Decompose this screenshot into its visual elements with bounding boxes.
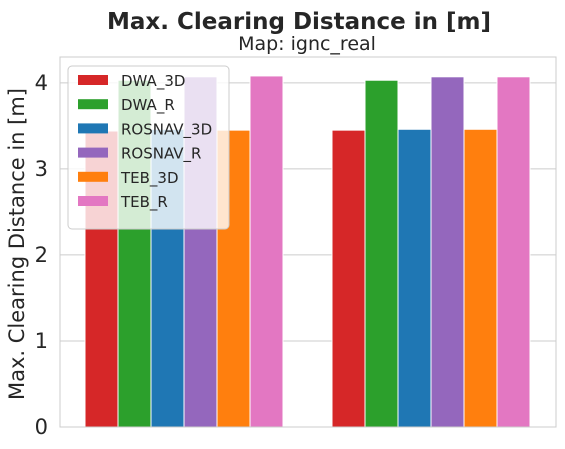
legend-swatch-dwa-3d	[78, 75, 108, 85]
plot-frame	[59, 56, 557, 428]
legend-swatch-rosnav-r	[78, 147, 108, 158]
legend-box	[67, 65, 230, 230]
y-tick-label-1: 1	[35, 329, 48, 353]
y-tick-labels: 0 1 2 3 4	[35, 71, 48, 439]
y-tick-label-3: 3	[35, 157, 48, 181]
legend-label-dwa-3d: DWA_3D	[121, 72, 185, 91]
bar-teb-3d-group-2	[463, 128, 498, 428]
y-tick-label-4: 4	[35, 71, 48, 95]
chart-title: Max. Clearing Distance in [m]	[107, 9, 491, 35]
bar-teb-r-group-2	[496, 76, 531, 428]
bar-rosnav-r-group-2	[430, 76, 465, 428]
bar-dwa-3d-group-2	[331, 129, 366, 428]
y-axis-label: Max. Clearing Distance in [m]	[5, 88, 29, 400]
legend-label-rosnav-3d: ROSNAV_3D	[121, 120, 212, 139]
legend-swatch-rosnav-3d	[78, 123, 108, 134]
bar-dwa-r-group-2	[364, 79, 399, 428]
bar-teb-3d-group-1	[216, 129, 251, 428]
y-tick-label-2: 2	[35, 243, 48, 267]
legend-swatch-dwa-r	[78, 99, 108, 110]
legend-label-dwa-r: DWA_R	[121, 96, 175, 115]
legend: DWA_3D DWA_R ROSNAV_3D ROSNAV_R TEB_3D TEB_R	[67, 65, 230, 230]
legend-swatch-teb-3d	[78, 171, 108, 182]
legend-swatch-teb-r	[78, 196, 108, 206]
chart-subtitle: Map: ignc_real	[238, 33, 376, 55]
legend-label-teb-r: TEB_R	[120, 193, 168, 212]
bar-teb-r-group-1	[249, 75, 284, 428]
bar-rosnav-3d-group-2	[397, 128, 432, 428]
legend-label-rosnav-r: ROSNAV_R	[121, 145, 201, 164]
y-tick-label-0: 0	[35, 415, 48, 439]
legend-label-teb-3d: TEB_3D	[120, 169, 179, 188]
